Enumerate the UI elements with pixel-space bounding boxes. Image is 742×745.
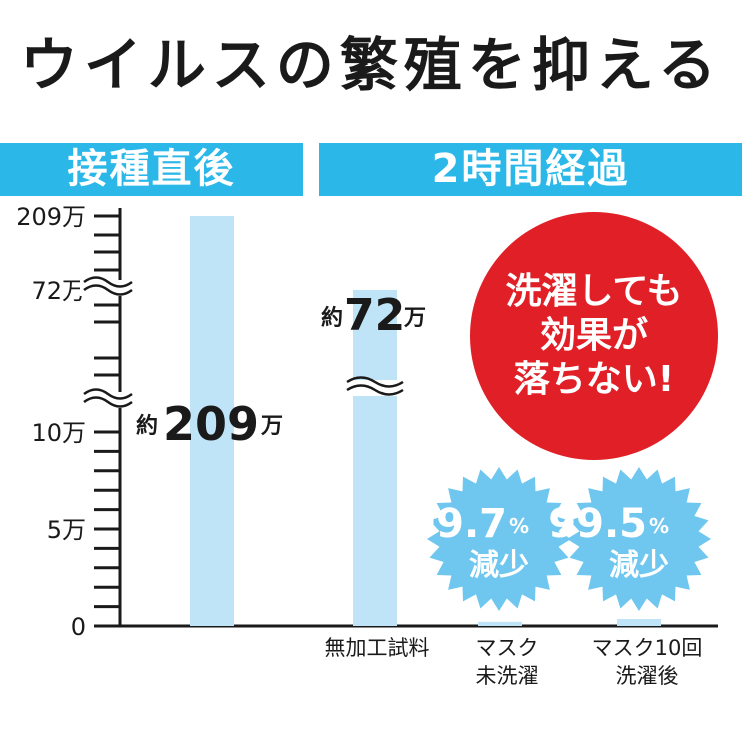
axis-break-lower-line [83,388,133,400]
badge-percent-sign: % [649,514,669,538]
callout-circle [470,212,718,460]
value-label-number: 209 [163,397,259,451]
axis-break-upper-gap [80,280,136,296]
value-label-unit: 万 [403,306,426,331]
value-label-prefix: 約 [321,305,343,331]
y-tick-label: 10万 [31,419,86,447]
axis-break-lower-line [83,396,133,408]
value-label-prefix: 約 [136,413,158,439]
category-label-line: 未洗濯 [475,664,539,688]
badge-reduction-label: 減少 [609,548,669,583]
bar-break-gap [343,380,407,396]
bar [478,621,522,626]
badge-percent-value: 99.7 [408,501,507,547]
category-label-line: 洗濯後 [615,664,679,688]
category-label-mask-washed: マスク10回 洗濯後 [562,634,732,690]
y-tick-label: 72万 [31,277,86,305]
y-tick-label: 5万 [47,516,86,544]
reduction-badge [567,467,711,611]
y-tick-label: 0 [71,613,86,641]
bar [617,619,661,626]
bar-break-line [346,384,404,396]
bar [353,290,397,626]
axis-break-lower-gap [80,392,136,408]
callout-line-3: 落ちない! [513,359,675,400]
page-title: ウイルスの繁殖を抑える [19,31,723,99]
category-label-line: マスク [475,636,539,660]
bar [190,216,234,626]
axis-break-upper-line [83,284,133,296]
badge-reduction-label: 減少 [469,548,529,583]
category-label-line: 無加工試料 [324,636,430,660]
category-label-mask-unwashed: マスク 未洗濯 [422,634,592,690]
band-after-2-hours: 2時間経過 [319,143,742,196]
callout-text: 洗濯しても 効果が 落ちない! [468,210,720,462]
callout-line-1: 洗濯しても [505,271,683,312]
value-label-number: 72 [344,290,405,341]
category-label-untreated: 無加工試料 [292,634,462,662]
callout-line-2: 効果が [539,315,648,356]
axis-break-upper-line [83,276,133,288]
category-label-line: マスク10回 [591,636,703,660]
y-tick-label: 209万 [16,203,86,231]
badge-percent-value: 99.5 [548,501,647,547]
reduction-badge [427,467,571,611]
value-label-unit: 万 [260,414,283,439]
band-immediately-after: 接種直後 [0,143,303,196]
bar-break-line [346,376,404,388]
badge-percent-sign: % [509,514,529,538]
